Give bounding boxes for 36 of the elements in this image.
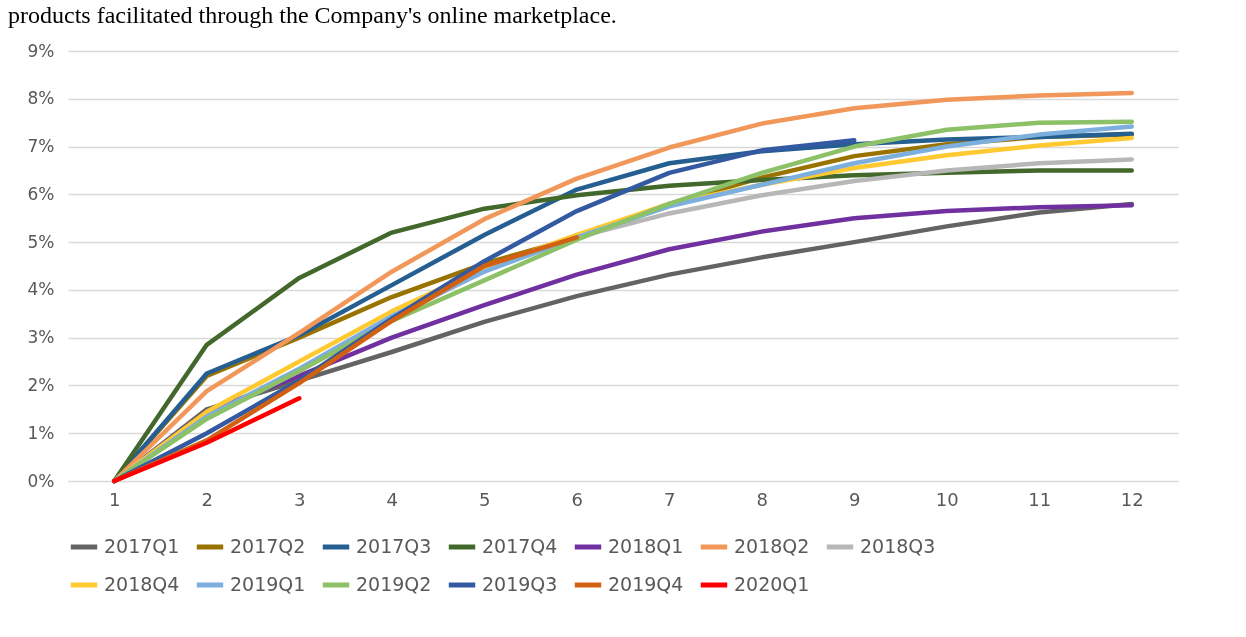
y-tick-label: 3% [27, 327, 55, 348]
x-tick-label: 4 [386, 488, 398, 510]
legend-label: 2017Q2 [230, 535, 306, 557]
x-tick-label: 5 [479, 488, 491, 510]
y-tick-label: 2% [27, 374, 55, 395]
legend-label: 2018Q4 [104, 573, 180, 595]
legend-label: 2019Q4 [608, 573, 684, 595]
x-tick-label: 2 [201, 488, 213, 510]
x-tick-label: 11 [1028, 488, 1052, 510]
y-tick-label: 0% [27, 470, 55, 491]
x-tick-label: 8 [756, 488, 768, 510]
x-tick-label: 3 [294, 488, 306, 510]
y-tick-label: 9% [27, 40, 55, 61]
x-tick-label: 12 [1120, 488, 1144, 510]
legend-label: 2019Q1 [230, 573, 306, 595]
legend-label: 2019Q3 [482, 573, 558, 595]
legend-label: 2018Q2 [734, 535, 810, 557]
x-tick-label: 1 [109, 488, 121, 510]
legend-label: 2017Q3 [356, 535, 432, 557]
legend-label: 2020Q1 [734, 573, 810, 595]
y-tick-label: 6% [27, 183, 55, 204]
x-tick-label: 6 [571, 488, 583, 510]
y-tick-label: 1% [27, 422, 55, 443]
y-tick-label: 4% [27, 279, 55, 300]
x-tick-label: 7 [664, 488, 676, 510]
y-tick-label: 8% [27, 88, 55, 109]
y-tick-label: 7% [27, 136, 55, 157]
legend-label: 2019Q2 [356, 573, 432, 595]
legend-label: 2017Q4 [482, 535, 558, 557]
legend-label: 2017Q1 [104, 535, 180, 557]
y-tick-label: 5% [27, 231, 55, 252]
legend-label: 2018Q3 [860, 535, 936, 557]
legend-label: 2018Q1 [608, 535, 684, 557]
x-tick-label: 9 [849, 488, 861, 510]
chart-title: products facilitated through the Company's online marketplace. [8, 2, 617, 28]
x-tick-label: 10 [935, 488, 959, 510]
